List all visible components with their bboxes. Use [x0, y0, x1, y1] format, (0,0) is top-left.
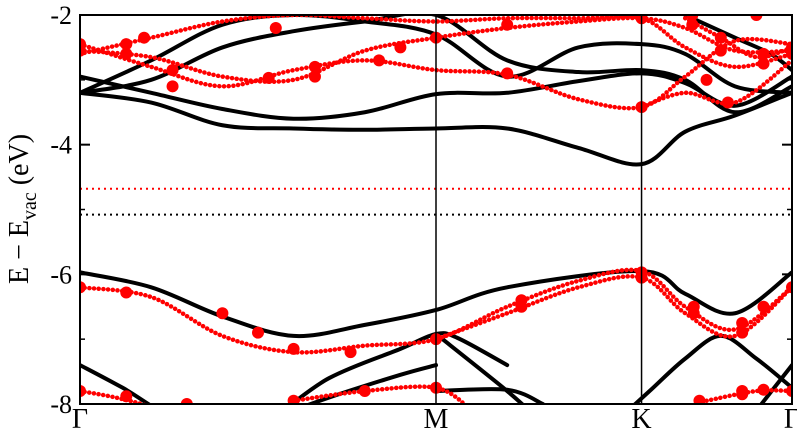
highlighted-point-10 — [166, 64, 179, 77]
black-band-9 — [80, 15, 792, 115]
highlighted-point-44 — [736, 316, 749, 329]
highlighted-point-5 — [120, 38, 133, 51]
highlighted-point-16 — [287, 342, 300, 355]
highlighted-point-27 — [501, 18, 514, 31]
highlighted-point-2 — [80, 281, 86, 294]
red-band-19 — [80, 15, 792, 70]
black-band-7 — [80, 90, 792, 167]
red-band-20 — [639, 58, 792, 110]
highlighted-point-48 — [736, 385, 749, 398]
highlighted-point-8 — [138, 31, 151, 44]
highlighted-point-43 — [721, 96, 734, 109]
black-band-2 — [434, 331, 526, 404]
bands-layer — [80, 15, 792, 404]
black-band-4 — [434, 387, 545, 404]
highlighted-point-9 — [166, 80, 179, 93]
red-band-14 — [80, 388, 149, 404]
highlighted-point-13 — [252, 326, 264, 339]
highlighted-point-49 — [757, 57, 770, 70]
highlighted-point-35 — [686, 15, 699, 21]
highlighted-point-51 — [757, 300, 770, 313]
red-band-21 — [682, 15, 792, 60]
highlighted-point-39 — [693, 394, 706, 404]
y-tick-label-1: -6 — [50, 260, 72, 289]
highlighted-point-38 — [687, 307, 700, 320]
y-tick-label-2: -4 — [50, 131, 72, 160]
highlighted-point-52 — [757, 383, 770, 396]
highlighted-point-18 — [308, 60, 321, 73]
highlighted-point-54 — [786, 47, 792, 60]
highlighted-point-40 — [700, 73, 713, 86]
x-tick-label-3: Γ — [784, 404, 797, 433]
black-band-8 — [80, 71, 792, 121]
y-tick-label-0: -8 — [50, 390, 72, 419]
highlighted-point-15 — [269, 21, 282, 34]
highlighted-point-20 — [344, 346, 357, 359]
highlighted-point-41 — [714, 44, 727, 57]
red-band-17 — [80, 15, 792, 85]
highlighted-point-22 — [373, 54, 386, 67]
highlighted-point-23 — [394, 41, 407, 54]
black-band-5 — [632, 333, 792, 404]
black-band-6 — [758, 363, 792, 404]
black-band-3 — [304, 363, 438, 404]
highlighted-point-45 — [736, 326, 749, 339]
highlighted-point-1 — [80, 44, 86, 57]
highlighted-point-46 — [750, 15, 763, 21]
y-axis-label: E − Evac (eV) — [4, 134, 41, 284]
highlighted-point-6 — [120, 286, 133, 299]
highlighted-point-17 — [287, 394, 300, 404]
highlighted-point-14 — [262, 71, 275, 84]
y-axis-ticks: -8 -6 -4 -2 — [50, 1, 792, 419]
x-tick-label-0: Γ — [72, 404, 88, 433]
kpath-lines — [435, 15, 643, 404]
highlighted-point-7 — [120, 390, 133, 403]
x-tick-label-1: M — [424, 404, 449, 433]
highlighted-point-4 — [120, 47, 133, 60]
highlighted-points-layer — [80, 15, 792, 404]
highlighted-point-50 — [757, 47, 770, 60]
highlighted-point-12 — [216, 307, 229, 320]
highlighted-point-21 — [358, 385, 371, 398]
highlighted-point-55 — [786, 281, 792, 294]
highlighted-point-28 — [501, 67, 514, 80]
highlighted-point-42 — [714, 31, 727, 44]
highlighted-point-30 — [515, 294, 528, 307]
highlighted-point-3 — [80, 385, 86, 398]
highlighted-point-56 — [786, 385, 792, 398]
y-tick-label-3: -2 — [50, 1, 72, 30]
red-band-18 — [80, 36, 792, 111]
red-band-16 — [704, 388, 792, 404]
black-band-11 — [683, 15, 792, 73]
highlighted-point-11 — [180, 398, 193, 404]
red-band-15 — [291, 384, 468, 404]
black-band-10 — [80, 15, 792, 95]
highlighted-point-36 — [686, 18, 699, 31]
x-tick-label-2: K — [631, 404, 651, 433]
highlighted-point-19 — [308, 70, 321, 83]
